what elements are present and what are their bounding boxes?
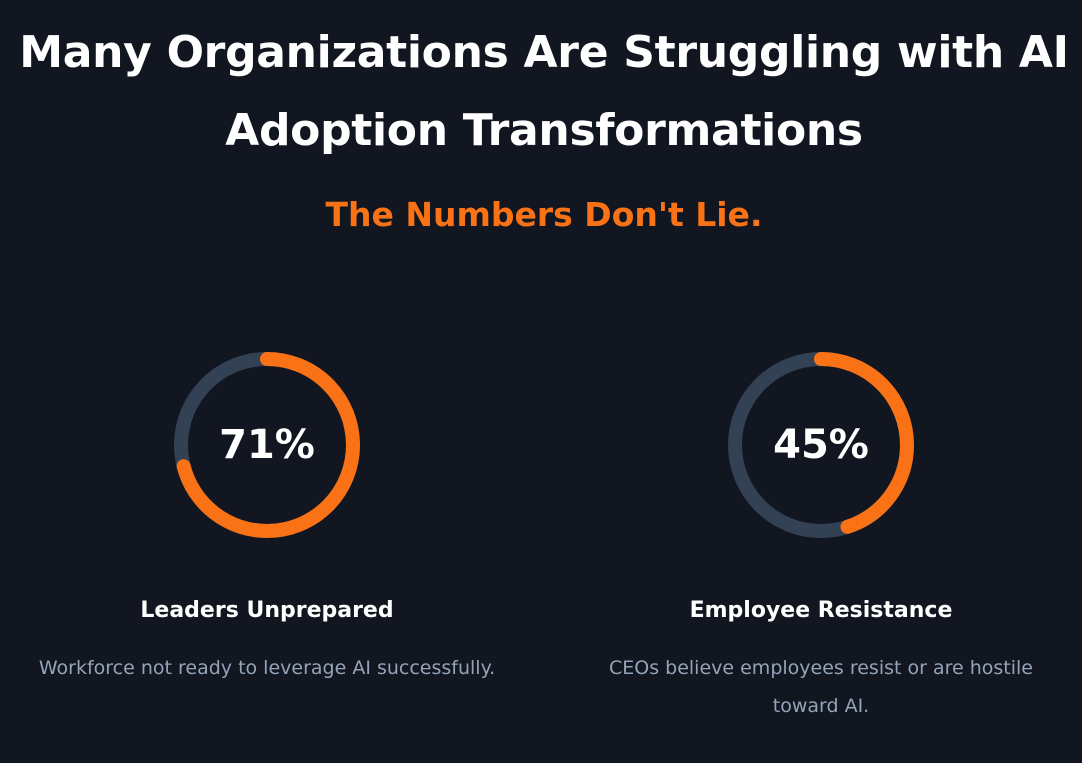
stat-description: Workforce not ready to leverage AI succe… <box>38 657 496 679</box>
stat-label: Leaders Unprepared <box>140 598 394 623</box>
stat-label: Employee Resistance <box>689 598 953 623</box>
progress-ring: 71% <box>167 345 367 545</box>
stat-description: CEOs believe employees resist or are hos… <box>608 657 1033 717</box>
progress-ring-fill <box>174 352 360 538</box>
page-subtitle: The Numbers Don't Lie. <box>325 195 763 234</box>
stat-value: 71% <box>219 422 315 468</box>
stat-value: 45% <box>773 422 869 468</box>
stat-card-leaders-unprepared: 71% Leaders Unprepared Workforce not rea… <box>17 345 517 687</box>
progress-ring-svg <box>174 352 360 538</box>
stat-card-employee-resistance: 45% Employee Resistance CEOs believe emp… <box>571 345 1071 725</box>
progress-ring-fill <box>728 352 914 538</box>
progress-ring: 45% <box>721 345 921 545</box>
page-title: Many Organizations Are Struggling with A… <box>19 27 1069 156</box>
progress-ring-svg <box>728 352 914 538</box>
